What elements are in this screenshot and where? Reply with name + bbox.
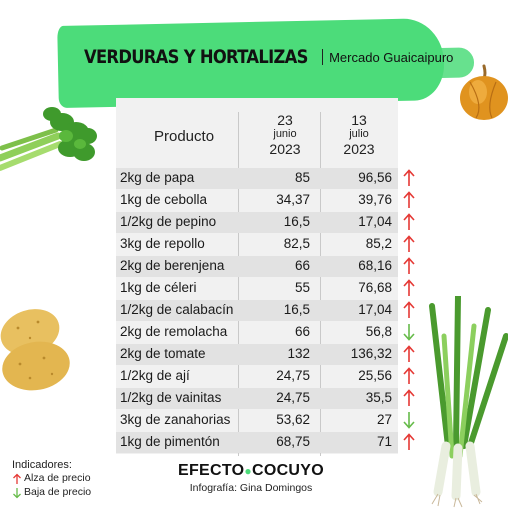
table-row: 2kg de berenjena 66 68,16 xyxy=(116,256,398,277)
price-cell-1: 16,5 xyxy=(283,302,310,317)
table-row: 1/2kg de ají 24,75 25,56 xyxy=(116,366,398,387)
price-cell-1: 82,5 xyxy=(283,236,310,251)
table-row: 1kg de céleri 55 76,68 xyxy=(116,278,398,299)
price-cell-1: 55 xyxy=(294,280,310,295)
header-date-2-day: 13 xyxy=(351,112,367,128)
table-row: 2kg de papa 85 96,56 xyxy=(116,168,398,189)
product-cell: 2kg de berenjena xyxy=(120,258,225,273)
title-separator xyxy=(322,49,324,65)
product-cell: 3kg de repollo xyxy=(120,236,205,251)
header-date-1-year: 2023 xyxy=(269,140,301,157)
brand-block: EFECTO●COCUYO Infografía: Gina Domingos xyxy=(166,462,336,494)
price-cell-2: 85,2 xyxy=(365,236,392,251)
product-cell: 1/2kg de pepino xyxy=(120,214,217,229)
arrow-up-icon xyxy=(403,389,415,406)
arrow-up-icon xyxy=(403,433,415,450)
column-divider-2 xyxy=(320,112,321,456)
price-cell-2: 27 xyxy=(376,412,392,427)
credit-line: Infografía: Gina Domingos xyxy=(189,482,313,494)
product-cell: 3kg de zanahorias xyxy=(120,412,231,427)
brand-logo-right: COCUYO xyxy=(251,462,324,479)
column-divider-1 xyxy=(238,112,239,456)
header-date-2-month: julio xyxy=(349,128,369,141)
title-row: VERDURAS Y HORTALIZAS Mercado Guaicaipur… xyxy=(84,46,453,68)
price-cell-1: 132 xyxy=(287,346,310,361)
header-product: Producto xyxy=(154,128,215,145)
brand-logo: EFECTO●COCUYO xyxy=(166,462,336,480)
price-cell-2: 136,32 xyxy=(350,346,392,361)
price-cell-2: 56,8 xyxy=(365,324,392,339)
table-row: 1/2kg de calabacín 16,5 17,04 xyxy=(116,300,398,321)
price-cell-2: 68,16 xyxy=(358,258,392,273)
product-cell: 1/2kg de vainitas xyxy=(120,390,222,405)
header-date-1: 23 junio 2023 xyxy=(258,112,312,157)
brand-logo-dot: ● xyxy=(244,464,252,478)
legend-down-label: Baja de precio xyxy=(24,485,92,498)
legend-up-label: Alza de precio xyxy=(24,472,91,485)
arrow-up-icon xyxy=(13,473,21,485)
table-row: 1kg de cebolla 34,37 39,76 xyxy=(116,190,398,211)
legend-item-down: Baja de precio xyxy=(12,486,91,500)
celery-illustration xyxy=(0,107,97,171)
price-cell-2: 76,68 xyxy=(358,280,392,295)
price-cell-2: 17,04 xyxy=(358,214,392,229)
arrow-up-icon xyxy=(403,213,415,230)
price-cell-1: 24,75 xyxy=(276,368,310,383)
table-row: 2kg de remolacha 66 56,8 xyxy=(116,322,398,343)
table-row: 3kg de zanahorias 53,62 27 xyxy=(116,410,398,431)
price-cell-2: 17,04 xyxy=(358,302,392,317)
arrow-up-icon xyxy=(403,169,415,186)
price-cell-1: 85 xyxy=(294,170,310,185)
product-cell: 2kg de papa xyxy=(120,170,195,185)
arrow-up-icon xyxy=(403,345,415,362)
price-cell-2: 71 xyxy=(376,434,392,449)
header-date-2: 13 julio 2023 xyxy=(332,112,386,157)
table-row: 1kg de pimentón 68,75 71 xyxy=(116,432,398,453)
table-row: 1/2kg de pepino 16,5 17,04 xyxy=(116,212,398,233)
product-cell: 1kg de pimentón xyxy=(120,434,220,449)
arrow-down-icon xyxy=(403,412,415,429)
price-cell-1: 34,37 xyxy=(276,192,310,207)
product-cell: 1/2kg de ají xyxy=(120,368,190,383)
product-cell: 1kg de cebolla xyxy=(120,192,208,207)
price-cell-2: 35,5 xyxy=(365,390,392,405)
price-cell-1: 68,75 xyxy=(276,434,310,449)
price-cell-2: 25,56 xyxy=(358,368,392,383)
legend: Indicadores: Alza de precio Baja de prec… xyxy=(12,458,91,500)
arrow-down-icon xyxy=(403,324,415,341)
price-cell-1: 66 xyxy=(294,258,310,273)
arrow-up-icon xyxy=(403,257,415,274)
product-cell: 1kg de céleri xyxy=(120,280,197,295)
onion-illustration xyxy=(460,64,508,120)
price-cell-2: 96,56 xyxy=(358,170,392,185)
brand-logo-left: EFECTO xyxy=(178,462,245,479)
header-date-1-month: junio xyxy=(273,128,297,141)
arrow-down-icon xyxy=(13,487,21,499)
price-cell-1: 53,62 xyxy=(276,412,310,427)
price-cell-1: 24,75 xyxy=(276,390,310,405)
legend-item-up: Alza de precio xyxy=(12,472,91,486)
arrow-up-icon xyxy=(403,279,415,296)
table-row: 3kg de repollo 82,5 85,2 xyxy=(116,234,398,255)
page-title: VERDURAS Y HORTALIZAS xyxy=(84,46,308,68)
arrow-up-icon xyxy=(403,301,415,318)
price-cell-1: 16,5 xyxy=(283,214,310,229)
product-cell: 1/2kg de calabacín xyxy=(120,302,234,317)
header-date-1-day: 23 xyxy=(277,112,293,128)
page-subtitle: Mercado Guaicaipuro xyxy=(329,49,454,65)
product-cell: 2kg de remolacha xyxy=(120,324,228,339)
arrow-up-icon xyxy=(403,367,415,384)
product-cell: 2kg de tomate xyxy=(120,346,206,361)
arrow-up-icon xyxy=(403,235,415,252)
potato-illustration xyxy=(0,309,70,391)
arrow-up-icon xyxy=(403,191,415,208)
legend-title: Indicadores: xyxy=(12,459,72,471)
table-row: 1/2kg de vainitas 24,75 35,5 xyxy=(116,388,398,409)
header-date-2-year: 2023 xyxy=(343,140,375,157)
price-cell-1: 66 xyxy=(294,324,310,339)
green-onion-illustration xyxy=(429,296,508,508)
price-cell-2: 39,76 xyxy=(358,192,392,207)
table-row: 2kg de tomate 132 136,32 xyxy=(116,344,398,365)
